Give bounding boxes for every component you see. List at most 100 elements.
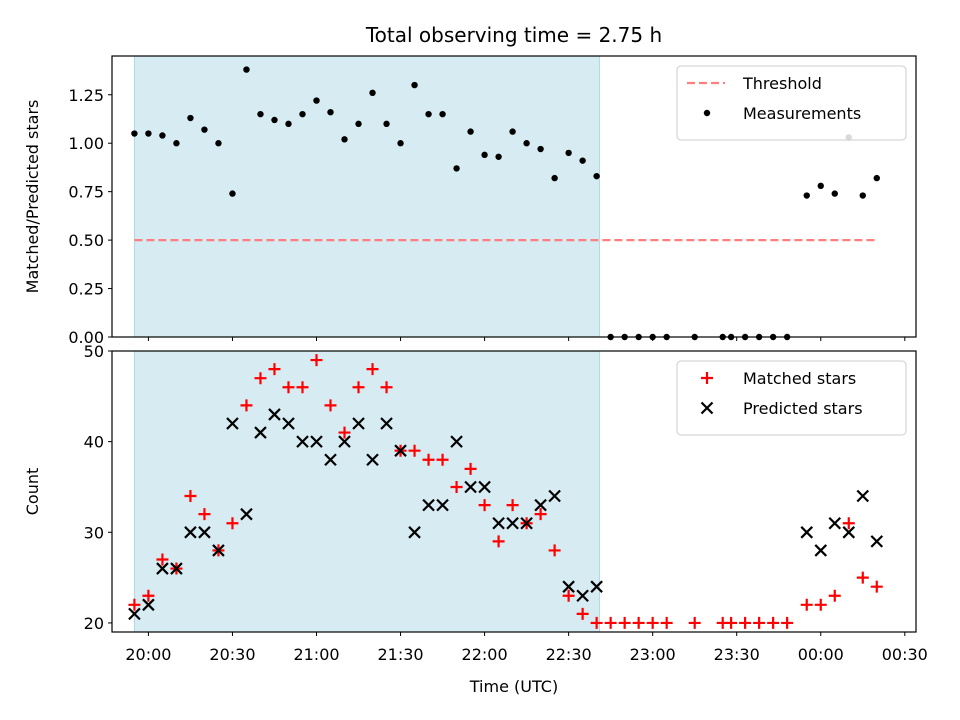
matched-point — [464, 462, 477, 475]
y-axis-label: Count — [23, 468, 42, 516]
matched-point — [338, 426, 351, 439]
measurement-point — [383, 120, 390, 128]
legend-label: Predicted stars — [743, 399, 863, 418]
predicted-point — [520, 516, 533, 530]
matched-point — [506, 499, 519, 512]
measurement-point — [257, 110, 264, 118]
matched-point — [828, 589, 841, 602]
measurement-point — [593, 172, 600, 180]
legend: Threshold Measurements — [676, 65, 907, 141]
matched-point — [753, 616, 766, 629]
panel-1: 0.00 0.25 0.50 0.75 1.00 1.25 Matched/Predicte… — [23, 23, 917, 347]
matched-point — [814, 598, 827, 611]
measurement-point — [397, 140, 404, 147]
matched-point — [688, 616, 701, 629]
matched-point — [380, 381, 393, 394]
measurement-point — [215, 140, 222, 147]
predicted-point — [310, 435, 323, 448]
predicted-point — [436, 498, 449, 512]
matched-point — [254, 372, 267, 385]
matched-point — [548, 544, 561, 557]
matched-point — [870, 580, 883, 593]
legend-label: Measurements — [743, 104, 861, 123]
matched-point — [632, 616, 645, 629]
x-axis-label: Time (UTC) — [469, 677, 558, 696]
predicted-point — [170, 562, 183, 575]
measurement-point — [159, 132, 166, 139]
matched-point — [128, 598, 141, 611]
predicted-point — [506, 516, 519, 530]
x-tick-label: 21:30 — [377, 645, 423, 664]
x-tick-label: 00:00 — [798, 645, 844, 664]
measurement-point — [481, 151, 488, 159]
matched-point — [739, 616, 752, 629]
measurement-point — [803, 192, 810, 199]
predicted-point — [268, 408, 281, 421]
predicted-point — [156, 562, 169, 575]
measurement-point — [425, 110, 432, 118]
predicted-point — [240, 507, 253, 521]
measurement-point — [831, 190, 838, 197]
measurement-point — [411, 81, 418, 89]
predicted-point — [380, 417, 393, 430]
predicted-point — [184, 526, 197, 539]
predicted-point — [422, 498, 435, 512]
legend-matched-swatch — [701, 372, 713, 384]
predicted-point — [324, 453, 337, 467]
measurement-point — [145, 130, 152, 137]
matched-point — [618, 616, 631, 629]
observing-window-shading — [133, 55, 600, 338]
x-tick-label: 23:30 — [714, 645, 760, 664]
y-tick-label: 0.75 — [68, 183, 104, 202]
measurement-point — [271, 116, 278, 124]
matched-point — [422, 453, 435, 466]
y-tick-label: 0.25 — [68, 280, 104, 299]
predicted-point — [338, 435, 351, 448]
measurement-point — [327, 109, 334, 116]
matched-point — [184, 490, 197, 503]
legend-box — [676, 360, 907, 436]
matched-point — [296, 381, 309, 394]
measurement-point — [467, 128, 474, 135]
matched-point — [604, 616, 617, 629]
y-axis-label: Matched/Predicted stars — [23, 100, 42, 294]
predicted-point — [352, 417, 365, 430]
predicted-point — [464, 480, 477, 494]
x-tick-label: 22:30 — [546, 645, 592, 664]
legend-box — [676, 65, 907, 141]
predicted-point — [828, 516, 842, 530]
matched-point — [142, 589, 155, 602]
x-tick-label: 23:00 — [630, 645, 676, 664]
y-tick-label: 0.50 — [68, 231, 104, 250]
predicted-point — [408, 526, 421, 539]
predicted-point — [534, 498, 547, 512]
y-tick-label: 0.00 — [68, 328, 104, 347]
matched-point — [436, 453, 449, 466]
chart-title: Total observing time = 2.75 h — [365, 23, 662, 47]
predicted-point — [576, 589, 589, 603]
matched-point — [725, 616, 738, 629]
matched-point — [240, 399, 253, 412]
predicted-point — [870, 535, 884, 548]
y-tick-label: 50 — [84, 342, 104, 361]
measurement-point — [201, 126, 208, 133]
x-tick-label: 22:00 — [462, 645, 508, 664]
predicted-point — [226, 417, 239, 430]
measurement-point — [509, 128, 516, 135]
predicted-point — [450, 435, 463, 448]
matched-point — [310, 354, 323, 367]
predicted-point — [800, 526, 814, 539]
predicted-point — [366, 453, 379, 467]
measurement-point — [859, 192, 866, 199]
matched-point — [366, 363, 379, 376]
y-tick-label: 40 — [84, 433, 104, 452]
matched-point — [268, 363, 281, 376]
predicted-point — [212, 544, 225, 557]
measurement-point — [313, 97, 320, 104]
predicted-point — [142, 598, 155, 612]
y-tick-label: 1.25 — [68, 86, 104, 105]
matched-point — [590, 616, 603, 629]
matched-point — [660, 616, 673, 629]
legend: Matched stars Predicted stars — [676, 360, 907, 436]
